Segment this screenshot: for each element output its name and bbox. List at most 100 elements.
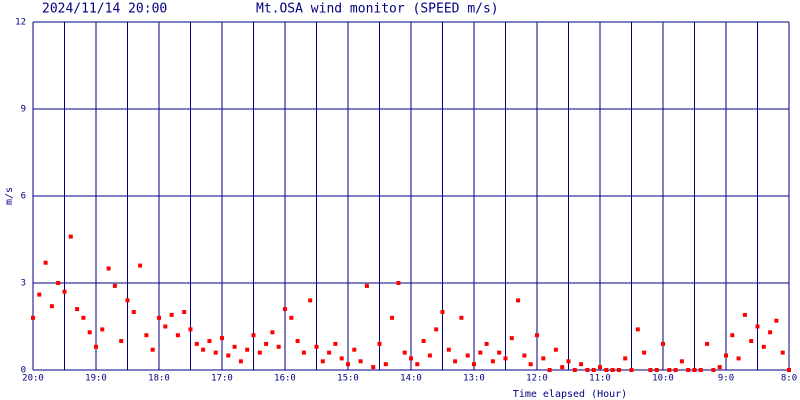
- point: [579, 362, 584, 367]
- point: [409, 356, 413, 361]
- point: [535, 333, 539, 338]
- point: [692, 368, 697, 372]
- point: [553, 347, 558, 352]
- y-tick-label: 9: [21, 105, 26, 115]
- point: [31, 315, 35, 320]
- point: [497, 350, 502, 355]
- point: [251, 333, 256, 338]
- x-tick-label: 16:0: [274, 374, 296, 384]
- point: [472, 362, 476, 367]
- point: [37, 292, 42, 297]
- point: [87, 330, 92, 335]
- point: [516, 298, 521, 303]
- point: [320, 359, 325, 364]
- point: [566, 359, 571, 364]
- point: [787, 368, 791, 372]
- point: [711, 368, 716, 372]
- point: [371, 365, 376, 370]
- point: [295, 339, 300, 343]
- point: [49, 304, 54, 309]
- point: [434, 327, 439, 332]
- point: [377, 341, 382, 346]
- point: [157, 315, 161, 320]
- point: [94, 344, 98, 349]
- x-tick-label: 15:0: [337, 374, 359, 384]
- point: [390, 315, 395, 320]
- point: [106, 266, 111, 271]
- point: [560, 365, 565, 370]
- x-tick-label: 11:0: [589, 374, 611, 384]
- point: [730, 333, 735, 338]
- point: [686, 368, 691, 372]
- point: [163, 324, 168, 329]
- point: [396, 281, 401, 285]
- point: [213, 350, 218, 355]
- point: [654, 368, 659, 372]
- point: [667, 368, 672, 372]
- point: [175, 333, 180, 338]
- point: [232, 344, 237, 349]
- point: [150, 347, 155, 352]
- point: [364, 283, 369, 288]
- y-tick-label: 3: [21, 279, 26, 289]
- point: [201, 347, 206, 352]
- point: [761, 344, 766, 349]
- point: [705, 341, 710, 346]
- x-tick-label: 13:0: [463, 374, 485, 384]
- point: [339, 356, 344, 361]
- point: [245, 347, 250, 352]
- point: [144, 333, 149, 338]
- grid: 0 3 6 9 12 20:0 19:0 18:0 17:0 16:0 15:0 14:0 13:0 12…: [15, 18, 797, 384]
- x-tick-label: 10:0: [652, 374, 674, 384]
- y-axis-title: m/s: [4, 187, 15, 205]
- point: [484, 341, 489, 346]
- x-tick-label: 8:0: [781, 374, 797, 384]
- point: [327, 350, 332, 355]
- point: [774, 318, 779, 323]
- point: [724, 353, 728, 358]
- point: [352, 347, 357, 352]
- point: [43, 260, 48, 265]
- point: [289, 315, 294, 320]
- point: [440, 310, 445, 314]
- point: [453, 359, 458, 364]
- points: [31, 234, 791, 372]
- point: [402, 350, 407, 355]
- x-tick-label: 12:0: [526, 374, 548, 384]
- point: [598, 365, 602, 370]
- point: [679, 359, 684, 364]
- point: [383, 362, 388, 367]
- point: [623, 356, 628, 361]
- point: [220, 336, 224, 341]
- point: [610, 368, 615, 372]
- point: [629, 368, 634, 372]
- point: [528, 362, 533, 367]
- point: [238, 359, 243, 364]
- point: [346, 362, 350, 367]
- point: [194, 341, 199, 346]
- point: [81, 315, 86, 320]
- point: [421, 339, 426, 343]
- y-tick-label: 6: [21, 192, 26, 202]
- point: [188, 327, 193, 332]
- point: [100, 327, 105, 332]
- point: [642, 350, 647, 355]
- point: [226, 353, 231, 358]
- point: [635, 327, 640, 332]
- point: [768, 330, 773, 335]
- point: [547, 368, 552, 372]
- point: [314, 344, 319, 349]
- point: [207, 339, 212, 343]
- point: [276, 344, 281, 349]
- point: [56, 281, 61, 285]
- point: [75, 307, 80, 312]
- point: [308, 298, 313, 303]
- point: [698, 368, 703, 372]
- y-tick-label: 0: [21, 366, 26, 376]
- y-tick-label: 12: [15, 18, 26, 28]
- point: [591, 368, 596, 372]
- point: [673, 368, 678, 372]
- x-tick-label: 19:0: [85, 374, 107, 384]
- point: [541, 356, 546, 361]
- point: [427, 353, 432, 358]
